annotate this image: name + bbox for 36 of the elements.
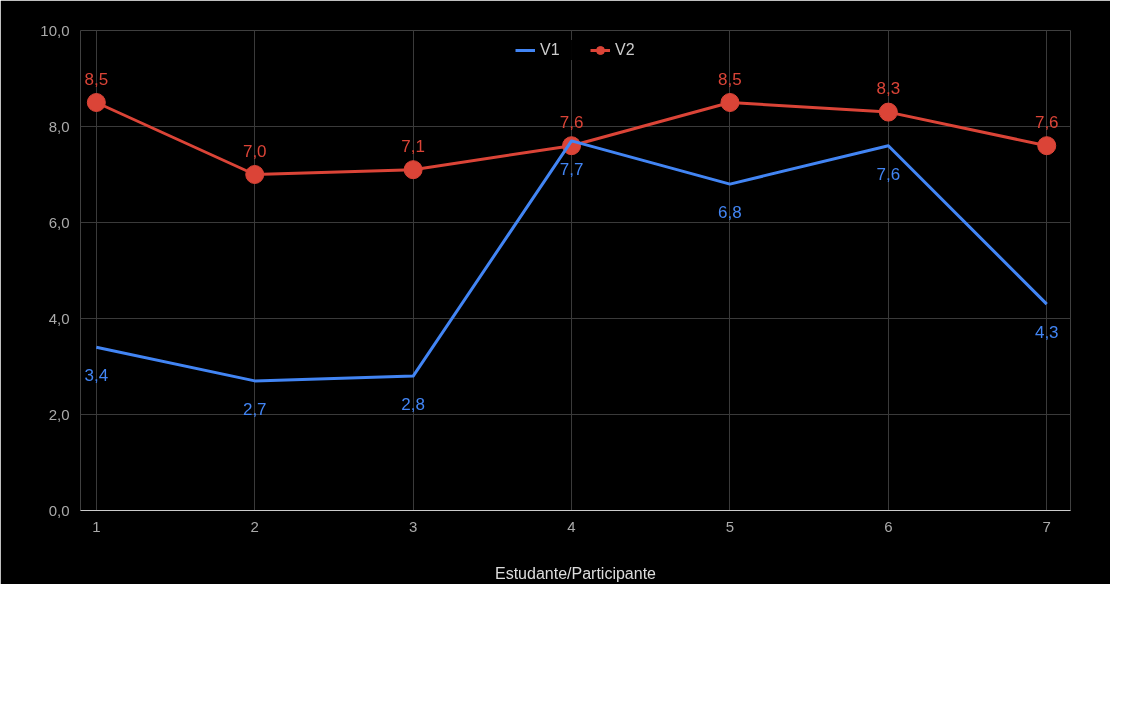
point bbox=[86, 93, 106, 112]
data-label: 7,7 bbox=[559, 159, 584, 179]
y-tick-label: 2,0 bbox=[48, 405, 70, 423]
data-label: 7,1 bbox=[401, 136, 425, 156]
data-label: 7,6 bbox=[559, 112, 584, 132]
data-label: 6,8 bbox=[718, 203, 742, 223]
data-label: 2,8 bbox=[401, 395, 425, 415]
legend-label: V2 bbox=[615, 41, 635, 59]
x-tick-label: 4 bbox=[567, 517, 576, 535]
legend-label: V1 bbox=[540, 41, 560, 59]
x-tick-label: 7 bbox=[1042, 517, 1051, 535]
x-tick-label: 6 bbox=[884, 517, 893, 535]
x-axis-title: Estudante/Participante bbox=[495, 564, 657, 582]
x-tick-label: 2 bbox=[250, 517, 259, 535]
y-tick-label: 10,0 bbox=[40, 21, 70, 39]
data-label: 8,5 bbox=[84, 69, 109, 89]
data-label: 8,5 bbox=[718, 69, 742, 89]
x-tick-label: 1 bbox=[92, 517, 101, 535]
point bbox=[403, 160, 423, 180]
point bbox=[245, 165, 265, 184]
data-label: 7,6 bbox=[1034, 112, 1059, 132]
x-tick-label: 3 bbox=[408, 517, 418, 535]
data-label: 7,0 bbox=[242, 141, 267, 161]
point bbox=[878, 102, 898, 122]
y-tick-label: 0,0 bbox=[48, 501, 70, 519]
point bbox=[720, 93, 740, 112]
data-label: 7,6 bbox=[876, 164, 901, 184]
y-tick-label: 4,0 bbox=[48, 309, 70, 327]
x-tick-label: 5 bbox=[725, 517, 735, 535]
data-label: 3,4 bbox=[84, 366, 109, 386]
y-tick-label: 6,0 bbox=[48, 213, 70, 231]
data-label: 2,7 bbox=[242, 399, 267, 419]
y-tick-label: 8,0 bbox=[48, 117, 70, 135]
point bbox=[1037, 136, 1057, 156]
data-label: 4,3 bbox=[1034, 323, 1059, 343]
data-label: 8,3 bbox=[876, 79, 901, 99]
